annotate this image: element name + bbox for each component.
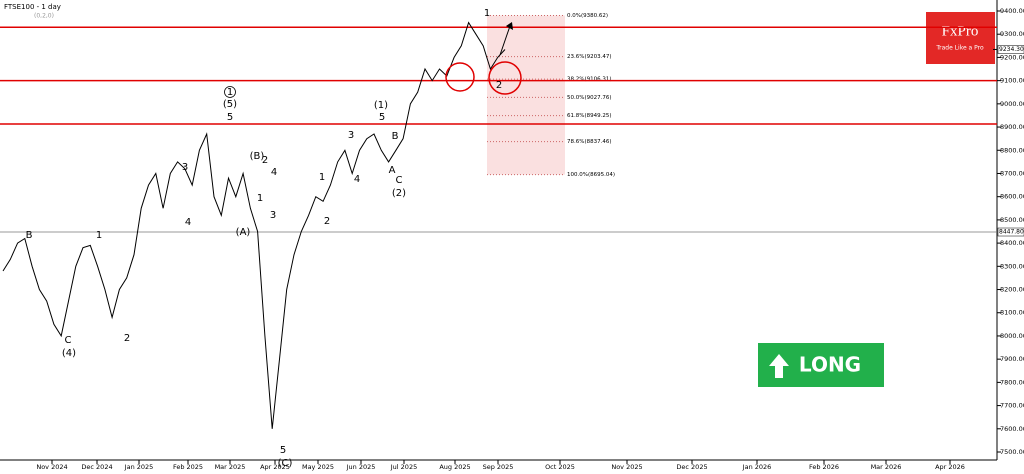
y-tick-label: 8700.00: [1000, 169, 1024, 177]
fib-label: 50.0%(9027.76): [567, 95, 612, 101]
y-tick-label: 8400.00: [1000, 239, 1024, 247]
fib-label: 0.0%(9380.62): [567, 13, 608, 19]
y-tick-label: 9000.00: [1000, 100, 1024, 108]
wave-label: 5: [227, 112, 233, 123]
wave-label: B: [392, 131, 399, 142]
wave-label: 3: [270, 210, 276, 221]
wave-label: 2: [124, 333, 130, 344]
x-tick-label: Apr 2026: [935, 463, 965, 471]
y-tick-label: 8200.00: [1000, 286, 1024, 294]
wave-label: B: [26, 230, 33, 241]
y-tick-label: 7600.00: [1000, 425, 1024, 433]
wave-label: 1: [319, 172, 325, 183]
fib-zone: [487, 15, 565, 175]
wave-label: 3: [348, 130, 354, 141]
x-tick-label: Jan 2026: [742, 463, 772, 471]
wave-label: (4): [62, 348, 76, 359]
x-tick-label: Mar 2026: [871, 463, 902, 471]
y-tick-label: 8900.00: [1000, 123, 1024, 131]
wave-label: 5: [280, 445, 286, 456]
y-tick-label: 7700.00: [1000, 402, 1024, 410]
x-tick-label: Feb 2025: [173, 463, 203, 471]
wave-label: (A): [236, 227, 251, 238]
x-tick-label: Nov 2025: [611, 463, 642, 471]
brand: FxPro: [942, 23, 979, 39]
wave-label: 5: [379, 112, 385, 123]
y-tick-label: 8600.00: [1000, 193, 1024, 201]
price-line: [2, 21, 506, 429]
x-tick-label: Aug 2025: [439, 463, 470, 471]
wave-label: (C): [278, 458, 293, 469]
y-tick-label: 7500.00: [1000, 448, 1024, 456]
wave-label: 4: [271, 167, 277, 178]
projection-arrow: [499, 25, 511, 56]
price-tag: [997, 45, 1024, 54]
y-tick-label: 8000.00: [1000, 332, 1024, 340]
x-tick-label: Dec 2025: [676, 463, 707, 471]
x-tick-label: Dec 2024: [81, 463, 112, 471]
fib-label: 78.6%(8837.46): [567, 139, 612, 145]
fib-label: 100.0%(8695.04): [567, 172, 615, 178]
x-tick-label: May 2025: [302, 463, 334, 471]
arrow-head: [506, 22, 513, 30]
wave-label: 4: [185, 217, 191, 228]
wave-label: (2): [392, 188, 406, 199]
highlight-circle: [445, 62, 475, 92]
y-tick-label: 8100.00: [1000, 309, 1024, 317]
y-tick-label: 9100.00: [1000, 77, 1024, 85]
wave-circle: [224, 86, 236, 98]
y-tick-label: 8300.00: [1000, 262, 1024, 270]
wave-label: (5): [223, 99, 237, 110]
x-tick-label: Jan 2025: [124, 463, 154, 471]
x-tick-label: Mar 2025: [215, 463, 246, 471]
y-tick-label: 8800.00: [1000, 146, 1024, 154]
chart-subtitle: (0,2,0): [34, 13, 54, 20]
brand-tagline: Trade Like a Pro: [935, 45, 984, 52]
fib-label: 38.2%(9106.31): [567, 77, 612, 83]
chart-title: FTSE100 - 1 day: [4, 3, 61, 11]
y-tick-label: 7900.00: [1000, 355, 1024, 363]
x-tick-label: Jul 2025: [390, 463, 417, 471]
wave-label: (1): [374, 100, 388, 111]
x-tick-label: Nov 2024: [36, 463, 67, 471]
wave-label: 1: [227, 87, 233, 98]
wave-label: 1: [96, 230, 102, 241]
y-tick-label: 8500.00: [1000, 216, 1024, 224]
wave-label: 3: [182, 162, 188, 173]
x-tick-label: Sep 2025: [483, 463, 514, 471]
wave-label: (B): [250, 151, 265, 162]
x-tick-label: Jun 2025: [346, 463, 376, 471]
wave-label: A: [389, 165, 396, 176]
fib-label: 23.6%(9203.47): [567, 54, 612, 60]
price-tag: [997, 227, 1024, 237]
price-tag-label: 8447.80: [999, 229, 1024, 236]
wave-label: 2: [496, 80, 502, 91]
up-arrow: [769, 354, 789, 378]
wave-label: 2: [262, 155, 268, 166]
wave-label: 4: [354, 174, 360, 185]
fib-label: 61.8%(8949.25): [567, 113, 612, 119]
x-tick-label: Apr 2025: [260, 463, 290, 471]
x-tick-label: Oct 2025: [545, 463, 575, 471]
y-tick-label: 9300.00: [1000, 30, 1024, 38]
wave-label: 1: [484, 8, 490, 19]
price-tag-label: 9234.30: [999, 46, 1024, 53]
wave-label: 2: [324, 216, 330, 227]
brand-box: [926, 12, 995, 64]
y-tick-label: 9400.00: [1000, 7, 1024, 15]
wave-label: C: [396, 175, 403, 186]
highlight-circle: [488, 61, 522, 95]
wave-label: 1: [257, 193, 263, 204]
signal-label: LONG: [799, 353, 861, 377]
y-tick-label: 7800.00: [1000, 378, 1024, 386]
wave-label: C: [65, 335, 72, 346]
x-tick-label: Feb 2026: [809, 463, 839, 471]
y-tick-label: 9200.00: [1000, 53, 1024, 61]
